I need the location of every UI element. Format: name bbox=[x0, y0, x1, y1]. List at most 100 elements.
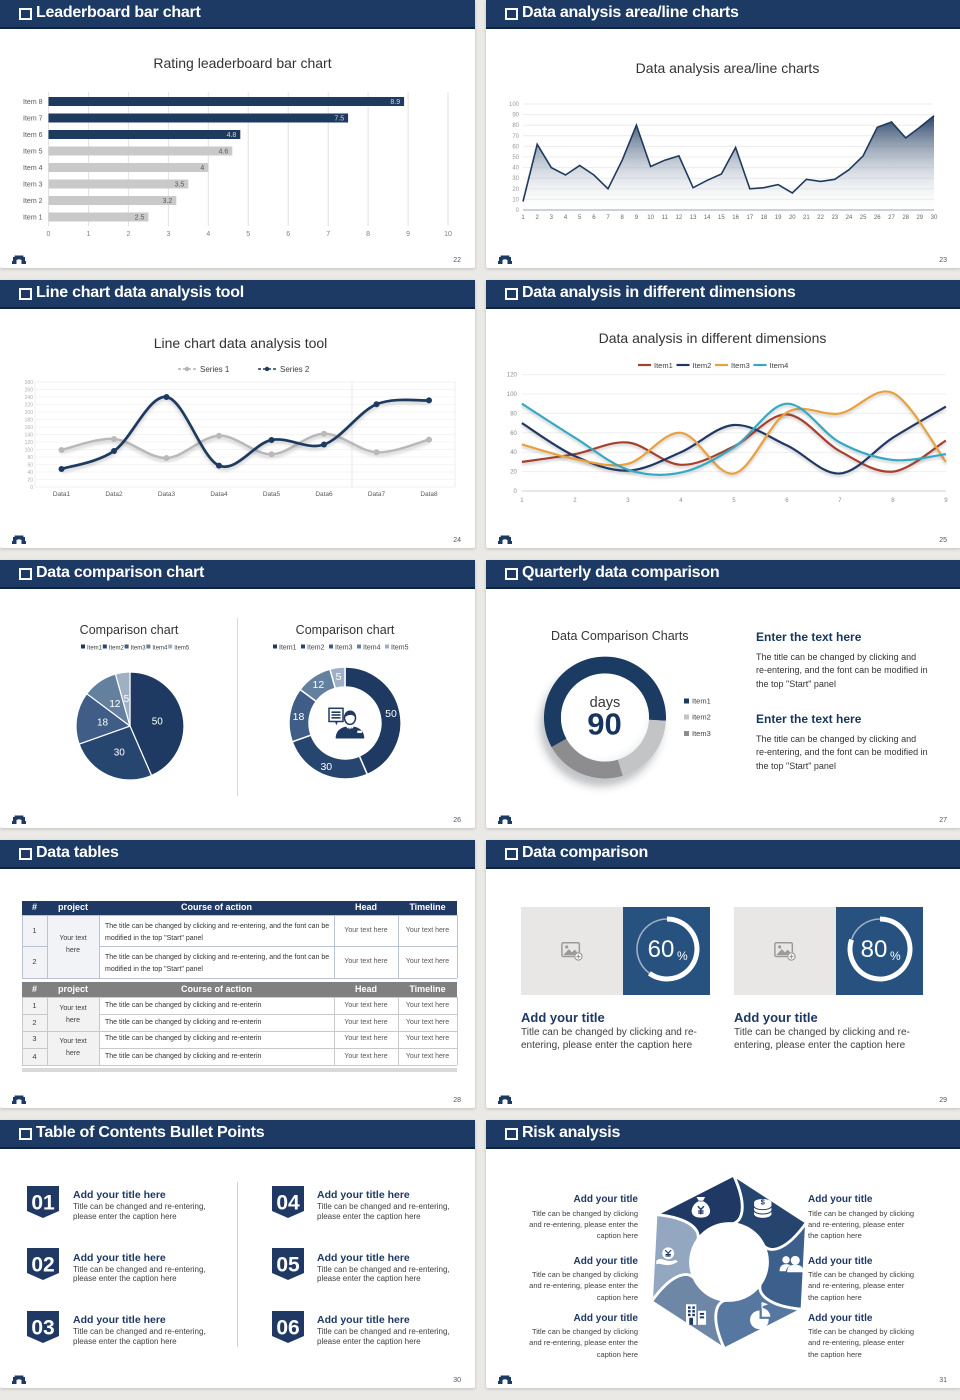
svg-text:12: 12 bbox=[676, 215, 683, 221]
svg-text:Item 3: Item 3 bbox=[23, 182, 43, 189]
svg-text:70: 70 bbox=[512, 134, 519, 140]
svg-text:80: 80 bbox=[861, 936, 888, 963]
svg-text:40: 40 bbox=[512, 166, 519, 172]
svg-text:100: 100 bbox=[509, 102, 520, 108]
svg-text:30: 30 bbox=[320, 761, 332, 773]
svg-text:14: 14 bbox=[704, 215, 711, 221]
svg-text:8: 8 bbox=[366, 231, 370, 238]
svg-text:03: 03 bbox=[31, 1316, 54, 1339]
svg-text:3.2: 3.2 bbox=[163, 198, 173, 205]
svg-text:7: 7 bbox=[838, 498, 842, 504]
svg-text:1: 1 bbox=[520, 498, 524, 504]
svg-text:Data2: Data2 bbox=[105, 491, 123, 498]
svg-text:Item 5: Item 5 bbox=[23, 149, 43, 156]
svg-text:80: 80 bbox=[510, 411, 517, 417]
svg-text:8.9: 8.9 bbox=[390, 99, 400, 106]
svg-text:2: 2 bbox=[126, 231, 130, 238]
svg-text:6: 6 bbox=[592, 215, 596, 221]
svg-text:Item3: Item3 bbox=[335, 645, 353, 652]
svg-text:Item5: Item5 bbox=[174, 646, 190, 652]
svg-text:Item1: Item1 bbox=[654, 361, 673, 370]
svg-text:Item 7: Item 7 bbox=[23, 116, 43, 123]
svg-text:Item3: Item3 bbox=[131, 646, 147, 652]
svg-text:30: 30 bbox=[931, 215, 938, 221]
svg-text:3: 3 bbox=[166, 231, 170, 238]
svg-text:80: 80 bbox=[512, 123, 519, 129]
svg-text:60: 60 bbox=[27, 463, 33, 469]
svg-text:days: days bbox=[590, 695, 621, 711]
svg-text:160: 160 bbox=[25, 425, 34, 431]
svg-text:5: 5 bbox=[336, 671, 342, 683]
svg-text:6: 6 bbox=[286, 231, 290, 238]
svg-text:04: 04 bbox=[276, 1191, 300, 1214]
svg-text:7: 7 bbox=[326, 231, 330, 238]
svg-text:50: 50 bbox=[385, 708, 397, 720]
svg-text:100: 100 bbox=[507, 392, 518, 398]
svg-text:140: 140 bbox=[25, 433, 34, 439]
svg-text:Data4: Data4 bbox=[210, 491, 228, 498]
svg-text:06: 06 bbox=[276, 1316, 299, 1339]
svg-text:50: 50 bbox=[512, 155, 519, 161]
svg-text:23: 23 bbox=[831, 215, 838, 221]
svg-text:3: 3 bbox=[550, 215, 554, 221]
svg-text:20: 20 bbox=[512, 187, 519, 193]
svg-text:Item2: Item2 bbox=[693, 361, 712, 370]
svg-text:18: 18 bbox=[293, 711, 305, 723]
svg-text:Series 1: Series 1 bbox=[200, 365, 230, 374]
svg-text:Data8: Data8 bbox=[420, 491, 438, 498]
svg-text:4.8: 4.8 bbox=[227, 132, 237, 139]
svg-text:10: 10 bbox=[512, 197, 519, 203]
svg-text:5: 5 bbox=[124, 694, 130, 705]
svg-text:28: 28 bbox=[902, 215, 909, 221]
svg-text:Item 6: Item 6 bbox=[23, 132, 43, 139]
svg-text:Item4: Item4 bbox=[152, 646, 168, 652]
svg-text:9: 9 bbox=[944, 498, 948, 504]
svg-text:90: 90 bbox=[587, 707, 621, 742]
svg-text:25: 25 bbox=[860, 215, 867, 221]
svg-text:3: 3 bbox=[626, 498, 630, 504]
svg-text:7: 7 bbox=[606, 215, 610, 221]
svg-text:60: 60 bbox=[510, 431, 517, 437]
svg-text:10: 10 bbox=[444, 231, 452, 238]
svg-text:0: 0 bbox=[30, 485, 33, 491]
svg-text:0: 0 bbox=[516, 208, 520, 214]
svg-text:Item1: Item1 bbox=[279, 645, 297, 652]
svg-text:1: 1 bbox=[521, 215, 525, 221]
svg-text:19: 19 bbox=[775, 215, 782, 221]
svg-text:4: 4 bbox=[206, 231, 210, 238]
svg-text:4: 4 bbox=[564, 215, 568, 221]
svg-text:20: 20 bbox=[510, 470, 517, 476]
svg-text:Data1: Data1 bbox=[53, 491, 71, 498]
svg-text:8: 8 bbox=[621, 215, 625, 221]
svg-text:01: 01 bbox=[31, 1191, 55, 1214]
svg-text:02: 02 bbox=[31, 1254, 54, 1277]
svg-text:Item5: Item5 bbox=[391, 645, 409, 652]
svg-text:220: 220 bbox=[25, 403, 34, 409]
svg-text:60: 60 bbox=[648, 936, 675, 963]
svg-text:0: 0 bbox=[514, 489, 518, 495]
svg-text:5: 5 bbox=[246, 231, 250, 238]
svg-text:Item3: Item3 bbox=[692, 729, 711, 738]
svg-text:Item2: Item2 bbox=[109, 646, 125, 652]
svg-text:1: 1 bbox=[87, 231, 91, 238]
svg-text:Series 2: Series 2 bbox=[280, 365, 310, 374]
svg-text:Item2: Item2 bbox=[307, 645, 325, 652]
svg-text:15: 15 bbox=[718, 215, 725, 221]
svg-text:5: 5 bbox=[578, 215, 582, 221]
svg-text:$: $ bbox=[761, 1198, 766, 1207]
svg-text:2: 2 bbox=[573, 498, 577, 504]
svg-text:21: 21 bbox=[803, 215, 810, 221]
svg-text:%: % bbox=[677, 949, 688, 963]
svg-text:Item4: Item4 bbox=[770, 361, 789, 370]
svg-text:24: 24 bbox=[846, 215, 853, 221]
svg-text:20: 20 bbox=[27, 478, 33, 484]
svg-text:20: 20 bbox=[789, 215, 796, 221]
svg-text:40: 40 bbox=[510, 450, 517, 456]
svg-text:29: 29 bbox=[916, 215, 923, 221]
svg-text:180: 180 bbox=[25, 418, 34, 424]
svg-text:Item1: Item1 bbox=[87, 646, 103, 652]
svg-text:Data5: Data5 bbox=[263, 491, 281, 498]
svg-text:10: 10 bbox=[647, 215, 654, 221]
svg-text:Data7: Data7 bbox=[368, 491, 386, 498]
svg-text:26: 26 bbox=[874, 215, 881, 221]
